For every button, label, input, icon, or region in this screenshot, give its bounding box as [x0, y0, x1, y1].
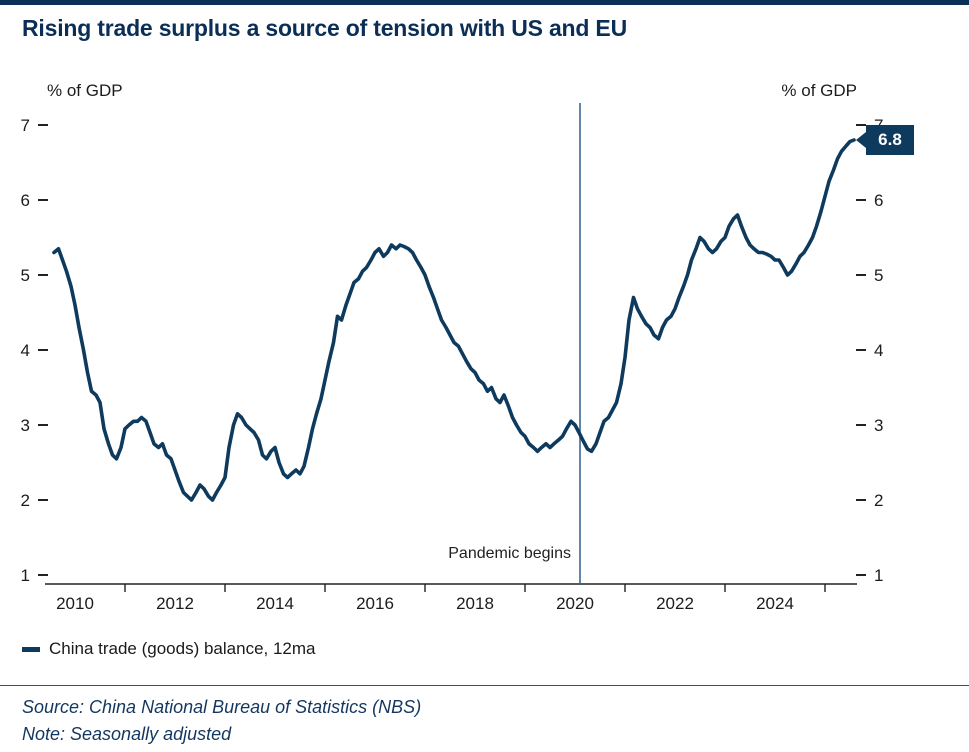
- y-axis-label-left: 4: [21, 341, 30, 360]
- chart-area: 2010 2012 2014 2016 2018 2020 2022 2024 1 1 2 2 3 3 4 4…: [0, 43, 969, 623]
- x-axis-label: 2010: [56, 594, 94, 613]
- pandemic-annotation-label: Pandemic begins: [448, 545, 571, 562]
- y-axis-label-right: 6: [874, 191, 883, 210]
- latest-value-badge: 6.8: [866, 125, 914, 155]
- legend-label: China trade (goods) balance, 12ma: [49, 639, 316, 658]
- x-axis-label: 2012: [156, 594, 194, 613]
- top-border: [0, 0, 969, 5]
- y-axis-label-right: 1: [874, 566, 883, 585]
- y-axis-unit-right: % of GDP: [781, 81, 857, 100]
- y-axis-label-left: 2: [21, 491, 30, 510]
- y-axis-label-right: 2: [874, 491, 883, 510]
- separator-line: [0, 685, 969, 686]
- adjustment-note: Note: Seasonally adjusted: [22, 724, 232, 744]
- footer: Source: China National Bureau of Statist…: [22, 694, 969, 748]
- x-axis-label: 2020: [556, 594, 594, 613]
- x-axis-label: 2016: [356, 594, 394, 613]
- x-axis-label: 2014: [256, 594, 294, 613]
- source-note: Source: China National Bureau of Statist…: [22, 697, 422, 717]
- y-axis-label-left: 5: [21, 266, 30, 285]
- x-axis-label: 2024: [756, 594, 794, 613]
- page-title: Rising trade surplus a source of tension…: [22, 15, 627, 41]
- legend-line-swatch: [22, 646, 40, 652]
- chart-svg: 2010 2012 2014 2016 2018 2020 2022 2024 1 1 2 2 3 3 4 4…: [21, 103, 883, 613]
- x-axis-label: 2018: [456, 594, 494, 613]
- y-axis-label-right: 4: [874, 341, 883, 360]
- y-axis-label-right: 3: [874, 416, 883, 435]
- x-axis-label: 2022: [656, 594, 694, 613]
- y-axis-label-left: 7: [21, 116, 30, 135]
- y-axis-label-left: 1: [21, 566, 30, 585]
- y-axis-label-left: 6: [21, 191, 30, 210]
- y-axis-label-left: 3: [21, 416, 30, 435]
- trend-line: [52, 138, 856, 502]
- legend: China trade (goods) balance, 12ma: [22, 639, 969, 659]
- y-axis-unit-left: % of GDP: [47, 81, 123, 100]
- y-axis-label-right: 5: [874, 266, 883, 285]
